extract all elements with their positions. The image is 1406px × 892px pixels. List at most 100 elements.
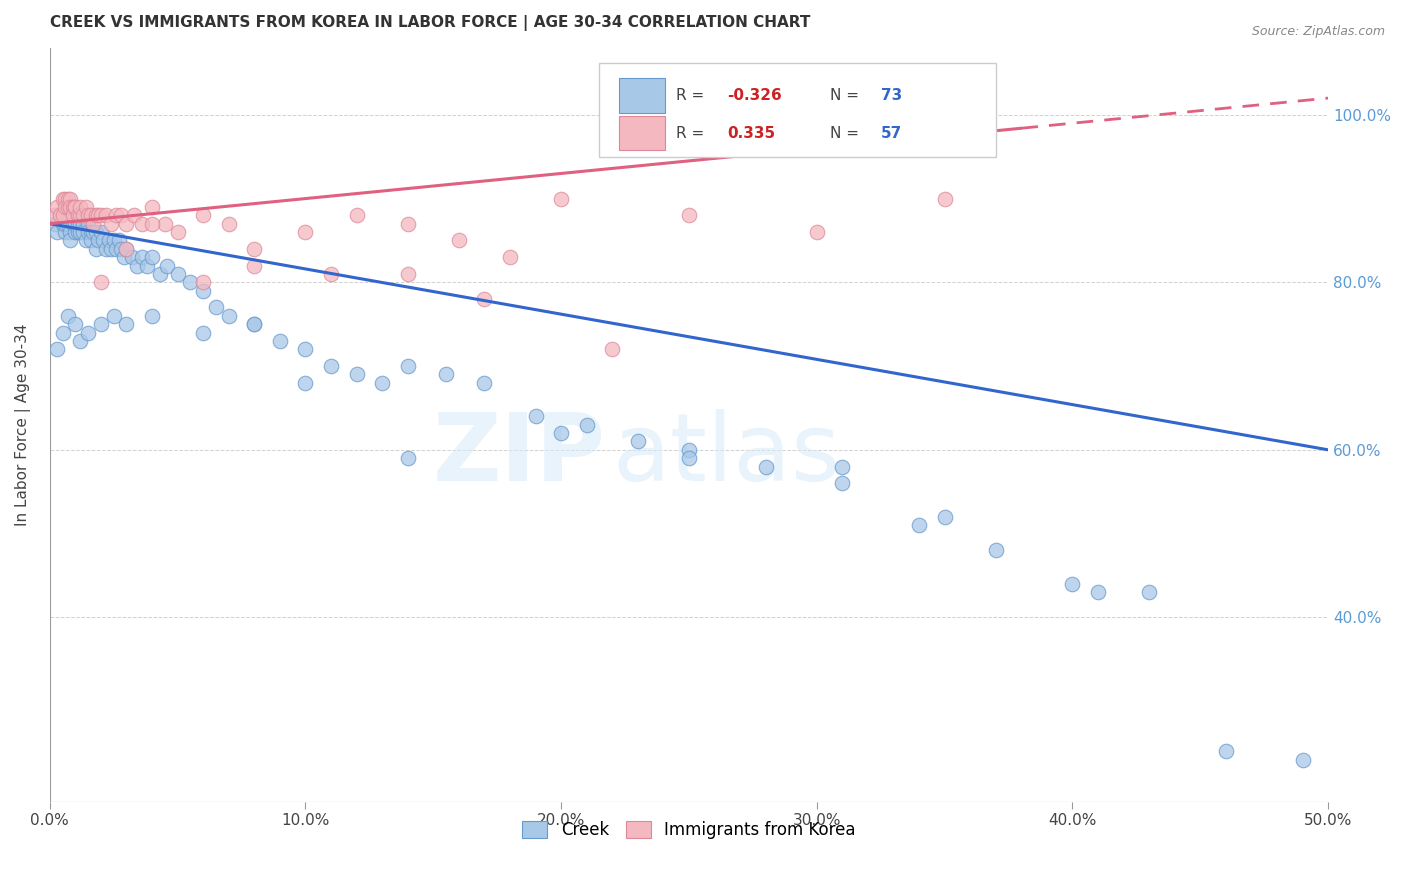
Point bbox=[294, 376, 316, 390]
Point bbox=[107, 234, 129, 248]
Point bbox=[934, 509, 956, 524]
Point bbox=[191, 284, 214, 298]
Point bbox=[49, 208, 72, 222]
Point bbox=[94, 242, 117, 256]
Point bbox=[59, 234, 82, 248]
Text: N =: N = bbox=[830, 87, 863, 103]
Point bbox=[141, 217, 163, 231]
Point bbox=[110, 242, 132, 256]
Point bbox=[294, 225, 316, 239]
Point bbox=[65, 200, 87, 214]
Point bbox=[122, 208, 145, 222]
Point bbox=[243, 317, 266, 331]
FancyBboxPatch shape bbox=[619, 78, 665, 112]
Point bbox=[831, 476, 853, 491]
Point bbox=[56, 309, 79, 323]
Point bbox=[84, 208, 107, 222]
Point bbox=[65, 217, 87, 231]
Point bbox=[166, 267, 188, 281]
Point bbox=[59, 192, 82, 206]
Point bbox=[51, 208, 73, 222]
Point bbox=[79, 208, 101, 222]
Point bbox=[90, 225, 112, 239]
Point bbox=[46, 200, 69, 214]
Point bbox=[243, 259, 266, 273]
Text: Source: ZipAtlas.com: Source: ZipAtlas.com bbox=[1251, 25, 1385, 38]
Point bbox=[62, 200, 84, 214]
Point bbox=[1215, 744, 1237, 758]
Point bbox=[110, 208, 132, 222]
Point bbox=[72, 225, 94, 239]
Point bbox=[84, 225, 107, 239]
Point bbox=[141, 309, 163, 323]
Text: R =: R = bbox=[676, 87, 709, 103]
Text: atlas: atlas bbox=[612, 409, 841, 500]
Point bbox=[51, 208, 73, 222]
Point bbox=[1087, 585, 1109, 599]
Point bbox=[66, 208, 89, 222]
Text: 57: 57 bbox=[880, 126, 903, 141]
Point bbox=[550, 426, 572, 441]
Point bbox=[115, 217, 138, 231]
Point bbox=[66, 217, 89, 231]
Point bbox=[51, 192, 73, 206]
Point bbox=[69, 200, 91, 214]
Point bbox=[131, 250, 153, 264]
Point bbox=[678, 208, 700, 222]
Point bbox=[72, 208, 94, 222]
Text: CREEK VS IMMIGRANTS FROM KOREA IN LABOR FORCE | AGE 30-34 CORRELATION CHART: CREEK VS IMMIGRANTS FROM KOREA IN LABOR … bbox=[49, 15, 810, 31]
Y-axis label: In Labor Force | Age 30-34: In Labor Force | Age 30-34 bbox=[15, 324, 31, 526]
Point bbox=[396, 217, 419, 231]
Point bbox=[934, 192, 956, 206]
Point bbox=[149, 267, 172, 281]
Point bbox=[153, 217, 176, 231]
Point bbox=[806, 225, 828, 239]
Point bbox=[53, 200, 76, 214]
Point bbox=[103, 309, 125, 323]
Point bbox=[1291, 753, 1313, 767]
Point bbox=[44, 208, 66, 222]
Point bbox=[100, 242, 122, 256]
Point bbox=[75, 234, 97, 248]
Point bbox=[205, 301, 228, 315]
Point bbox=[56, 217, 79, 231]
Point bbox=[82, 225, 104, 239]
Point bbox=[97, 234, 120, 248]
Point bbox=[65, 317, 87, 331]
FancyBboxPatch shape bbox=[619, 116, 665, 151]
Point bbox=[62, 208, 84, 222]
Point bbox=[135, 259, 157, 273]
Point bbox=[218, 217, 240, 231]
Point bbox=[100, 217, 122, 231]
Point bbox=[72, 217, 94, 231]
Point bbox=[53, 217, 76, 231]
Point bbox=[294, 343, 316, 357]
Point bbox=[103, 234, 125, 248]
Point bbox=[84, 242, 107, 256]
Point bbox=[112, 250, 135, 264]
Point bbox=[678, 451, 700, 466]
Point bbox=[79, 225, 101, 239]
Point bbox=[166, 225, 188, 239]
Point bbox=[69, 217, 91, 231]
Point bbox=[831, 459, 853, 474]
Point bbox=[44, 217, 66, 231]
Point bbox=[53, 192, 76, 206]
Point bbox=[191, 326, 214, 340]
Point bbox=[115, 242, 138, 256]
Point bbox=[524, 409, 547, 424]
Point bbox=[125, 259, 148, 273]
Point bbox=[46, 343, 69, 357]
Point bbox=[755, 459, 778, 474]
Point bbox=[474, 376, 496, 390]
Text: 73: 73 bbox=[880, 87, 903, 103]
Text: ZIP: ZIP bbox=[433, 409, 606, 500]
Point bbox=[105, 242, 128, 256]
Point bbox=[396, 267, 419, 281]
Point bbox=[269, 334, 291, 348]
Point bbox=[90, 317, 112, 331]
Point bbox=[474, 292, 496, 306]
Point bbox=[191, 208, 214, 222]
Point bbox=[218, 309, 240, 323]
Point bbox=[77, 225, 100, 239]
